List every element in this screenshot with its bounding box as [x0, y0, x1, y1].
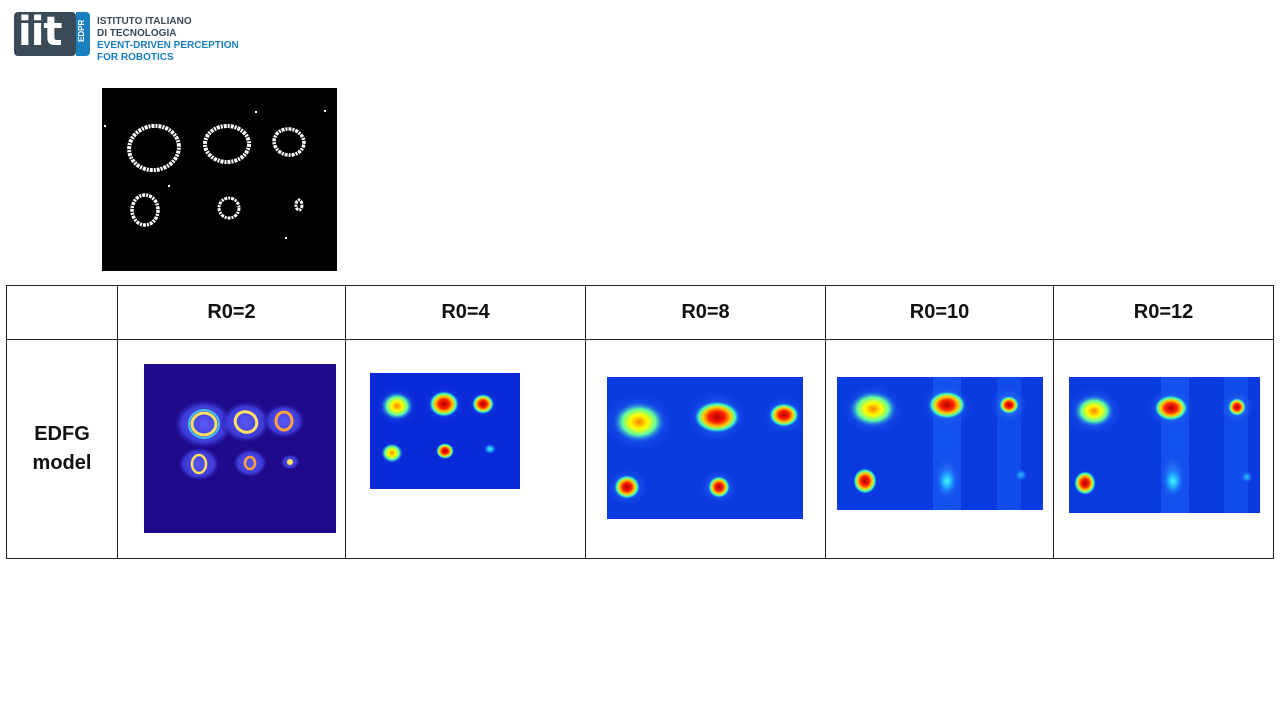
- heatmap-r0-10: [837, 377, 1043, 510]
- edfg-row: EDFG model: [6, 339, 1274, 559]
- heatmap-r0-4: [370, 373, 520, 489]
- cell-r0-12: [1053, 339, 1274, 559]
- header-r0-8: R0=8: [585, 285, 826, 340]
- input-event-image: [102, 88, 337, 271]
- logo-line-4: FOR ROBOTICS: [97, 52, 174, 63]
- heatmap-r0-2: [144, 364, 336, 533]
- header-row: R0=2 R0=4 R0=8 R0=10 R0=12: [6, 285, 1274, 340]
- heatmap-r0-12: [1069, 377, 1260, 513]
- logo-line-1: ISTITUTO ITALIANO: [97, 16, 192, 27]
- header-r0-10: R0=10: [825, 285, 1054, 340]
- results-table: R0=2 R0=4 R0=8 R0=10 R0=12 EDFG model: [6, 285, 1274, 559]
- header-r0-12: R0=12: [1053, 285, 1274, 340]
- logo-mark-text: iit: [18, 9, 63, 55]
- row-label-line-2: model: [32, 452, 92, 474]
- row-label-line-1: EDFG: [34, 423, 90, 445]
- cell-r0-8: [585, 339, 826, 559]
- row-label: EDFG model: [6, 339, 118, 559]
- header-empty: [6, 285, 118, 340]
- logo-line-2: DI TECNOLOGIA: [97, 28, 177, 39]
- logo-text: ISTITUTO ITALIANO DI TECNOLOGIA EVENT-DR…: [97, 16, 239, 64]
- logo-badge-text: EDPR: [77, 19, 86, 42]
- header-r0-2: R0=2: [117, 285, 346, 340]
- cell-r0-2: [117, 339, 346, 559]
- header-r0-4: R0=4: [345, 285, 586, 340]
- logo-line-3: EVENT-DRIVEN PERCEPTION: [97, 40, 239, 51]
- cell-r0-10: [825, 339, 1054, 559]
- logo-mark: iit: [14, 9, 76, 56]
- logo-badge: EDPR: [76, 12, 90, 56]
- heatmap-r0-8: [607, 377, 803, 519]
- cell-r0-4: [345, 339, 586, 559]
